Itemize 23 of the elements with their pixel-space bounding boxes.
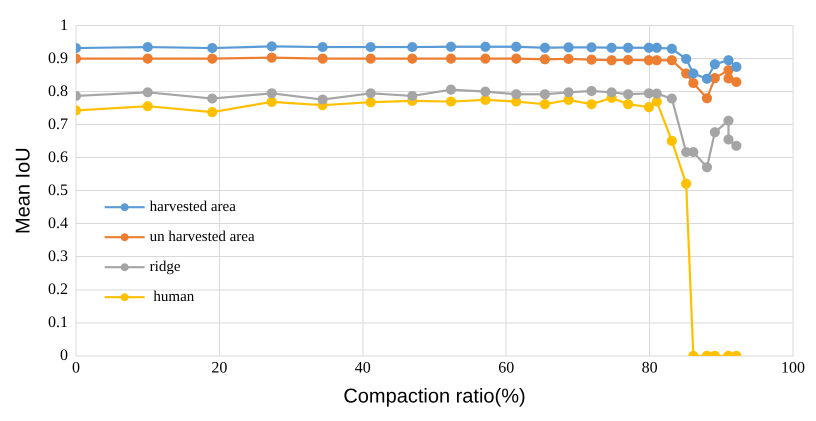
y-tick-label: 0.4	[48, 214, 68, 232]
legend-label: harvested area	[150, 199, 236, 216]
y-tick-label: 0.5	[48, 182, 68, 199]
y-tick-label: 0.3	[48, 248, 68, 265]
legend-label: human	[150, 289, 195, 306]
y-tick-label: 0	[60, 347, 68, 364]
y-tick-label: 0.9	[48, 50, 68, 67]
x-tick-label: 40	[354, 360, 371, 377]
x-tick-label: 20	[211, 360, 228, 377]
legend-label: ridge	[150, 259, 181, 276]
x-tick-label: 100	[781, 360, 805, 377]
x-tick-label: 0	[72, 360, 80, 377]
y-tick-label: 0.6	[48, 148, 68, 166]
y-tick-label: 1	[60, 16, 68, 34]
y-tick-label: 0.8	[48, 82, 68, 100]
y-axis-title: Mean IoU	[12, 147, 35, 234]
x-tick-label: 80	[642, 360, 658, 377]
x-axis-title: Compaction ratio(%)	[343, 386, 526, 408]
x-tick-label: 60	[498, 360, 514, 377]
y-tick-label: 0.2	[48, 280, 68, 298]
y-tick-label: 0.7	[48, 116, 68, 133]
legend-label: un harvested area	[150, 229, 255, 246]
y-tick-label: 0.1	[48, 314, 68, 331]
